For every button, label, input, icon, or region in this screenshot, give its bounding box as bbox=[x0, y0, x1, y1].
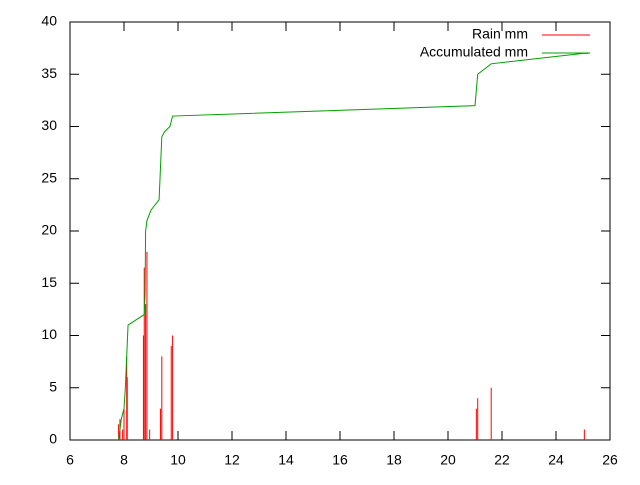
x-tick-label: 20 bbox=[440, 452, 456, 468]
x-tick-label: 6 bbox=[66, 452, 74, 468]
y-tick-label: 0 bbox=[49, 431, 57, 447]
x-tick-label: 12 bbox=[224, 452, 240, 468]
x-tick-label: 24 bbox=[548, 452, 564, 468]
legend-label: Accumulated mm bbox=[420, 44, 528, 60]
y-tick-label: 35 bbox=[41, 65, 57, 81]
plot-border bbox=[69, 21, 611, 441]
x-tick-label: 14 bbox=[278, 452, 294, 468]
y-tick-label: 15 bbox=[41, 274, 57, 290]
y-tick-label: 25 bbox=[41, 169, 57, 185]
y-tick-label: 30 bbox=[41, 117, 57, 133]
x-tick-label: 18 bbox=[386, 452, 402, 468]
y-tick-label: 40 bbox=[41, 13, 57, 29]
y-tick-label: 5 bbox=[49, 378, 57, 394]
legend-label: Rain mm bbox=[472, 26, 528, 42]
x-tick-label: 8 bbox=[120, 452, 128, 468]
x-tick-label: 22 bbox=[494, 452, 510, 468]
x-tick-label: 26 bbox=[602, 452, 618, 468]
x-tick-label: 10 bbox=[170, 452, 186, 468]
accumulated-line bbox=[118, 52, 589, 441]
y-tick-label: 20 bbox=[41, 222, 57, 238]
x-tick-label: 16 bbox=[332, 452, 348, 468]
y-tick-label: 10 bbox=[41, 326, 57, 342]
